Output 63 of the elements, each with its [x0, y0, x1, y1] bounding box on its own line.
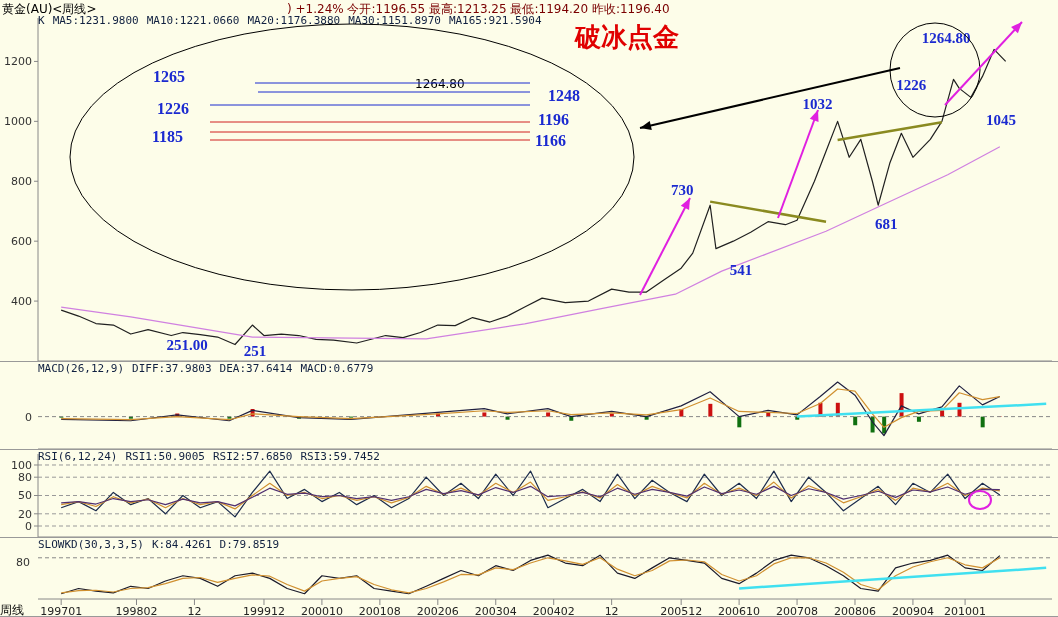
annotation: 541: [729, 261, 753, 278]
y-tick-label: 1200: [4, 55, 32, 69]
text: 周线: [0, 602, 24, 617]
text: MACD(26,12,9): [38, 362, 125, 375]
x-tick-label: 12: [187, 604, 202, 617]
annotation: RSI(6,12,24): [38, 450, 118, 463]
x-tick-label: 200512: [660, 604, 703, 617]
annotation: 1265: [153, 68, 185, 86]
annotation: MA30:1151.8970: [348, 14, 441, 27]
text: DEA:37.6414: [219, 362, 293, 375]
annotation: 1166: [535, 132, 567, 150]
y-tick-label: 600: [11, 235, 32, 249]
chart-title: 破冰点金: [575, 21, 679, 54]
x-tick-label: 201001: [944, 604, 987, 617]
text: 黄金(AU)<周线>: [2, 1, 97, 16]
x-tick-label: 199802: [115, 604, 158, 617]
annotation: 251: [243, 342, 267, 359]
annotation: 1248: [548, 87, 580, 105]
annotation: RSI3:59.7452: [300, 450, 380, 463]
y-tick-label: 50: [18, 489, 32, 503]
text: D:79.8519: [219, 538, 280, 551]
x-tick-label: 200904: [891, 604, 934, 617]
annotation: 730: [670, 182, 694, 199]
x-tick-label: 200010: [300, 604, 343, 617]
annotation: 1032: [802, 96, 833, 113]
annotation: 1226: [157, 100, 189, 118]
y-tick-label: 800: [11, 175, 32, 189]
y-tick-label: 100: [11, 458, 32, 472]
y-tick-label: 80: [18, 471, 32, 485]
x-tick-label: 200708: [776, 604, 819, 617]
annotation: 1196: [538, 111, 570, 129]
text: SLOWKD(30,3,3,5): [38, 538, 144, 551]
annotation: RSI1:50.9005: [125, 450, 205, 463]
y-tick-label: 20: [18, 507, 32, 521]
y-tick-label: 1000: [4, 115, 32, 129]
x-tick-label: 200304: [474, 604, 517, 617]
annotation: K: [38, 14, 45, 27]
x-tick-label: 200206: [416, 604, 459, 617]
annotation: MA10:1221.0660: [146, 14, 240, 27]
x-tick-label: 12: [604, 604, 619, 617]
annotation: 681: [874, 216, 898, 233]
x-tick-label: 200108: [358, 604, 401, 617]
annotation: MA5:1231.9800: [52, 14, 139, 27]
x-tick-label: 199912: [242, 604, 285, 617]
text: ) +1.24% 今开:1196.55 最高:1213.25 最低:1194.20 昨收:1196.40: [287, 1, 670, 16]
y-tick-label: 0: [25, 519, 32, 533]
annotation: 1045: [985, 112, 1016, 129]
x-tick-label: 200610: [718, 604, 761, 617]
annotation: 1264.80: [921, 30, 971, 47]
annotation: RSI2:57.6850: [212, 450, 293, 463]
annotation: 1226: [896, 77, 927, 94]
annotation: MA165:921.5904: [448, 14, 542, 27]
x-tick-label: 200806: [833, 604, 876, 617]
text: MACD:0.6779: [300, 362, 374, 375]
text: DIFF:37.9803: [132, 362, 212, 375]
text: K:84.4261: [151, 538, 212, 551]
x-tick-label: 200402: [532, 604, 575, 617]
annotation: 1185: [152, 128, 184, 146]
y-tick-label: 400: [11, 294, 32, 308]
annotation: 1264.80: [415, 77, 465, 91]
annotation: 251.00: [166, 336, 208, 353]
annotation: MA20:1176.3880: [247, 14, 341, 27]
x-tick-label: 199701: [40, 604, 83, 617]
